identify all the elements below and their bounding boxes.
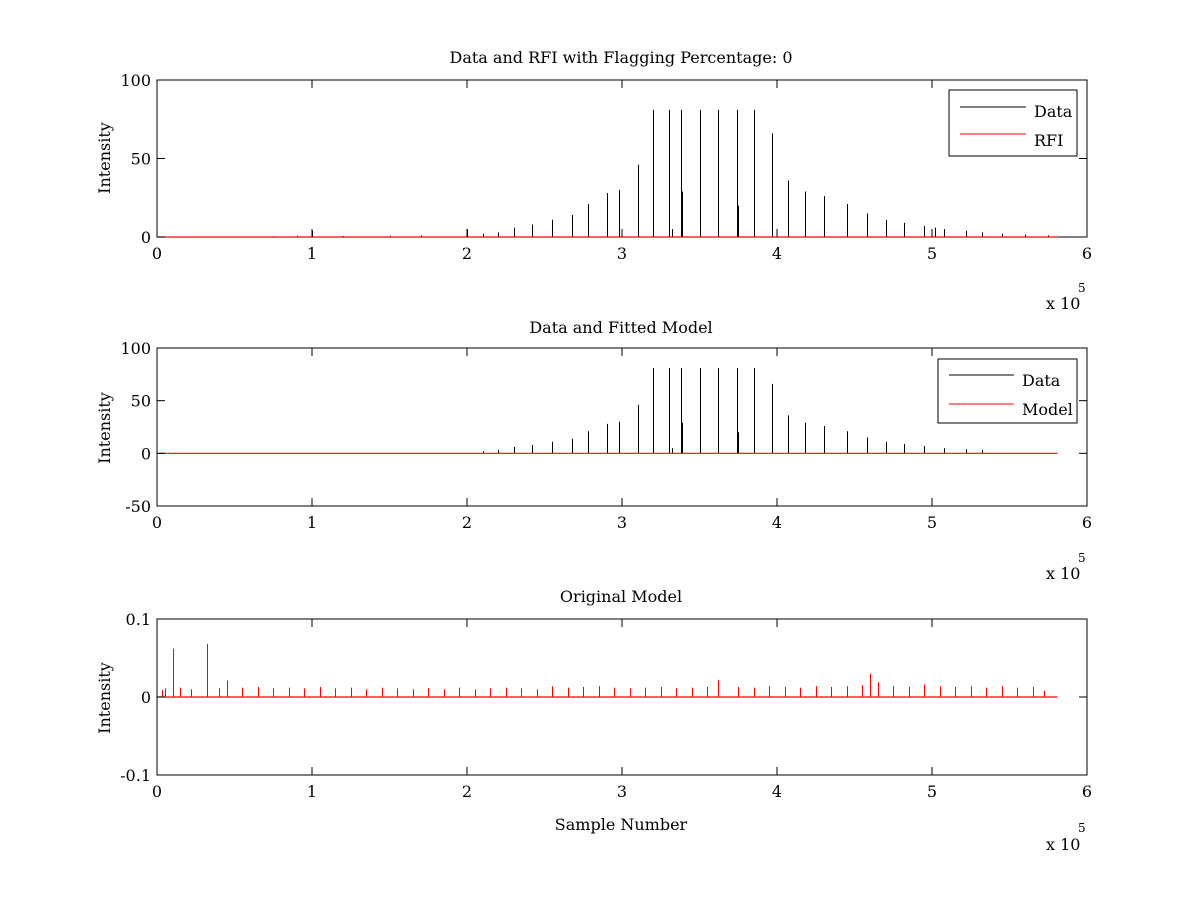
panel-2-title: Data and Fitted Model <box>529 318 712 337</box>
y-tick-label: 0 <box>141 688 151 707</box>
panel-1-legend-label-rfi: RFI <box>1034 131 1063 150</box>
x-tick-label: 3 <box>617 513 627 532</box>
y-tick-label: 0 <box>141 228 151 247</box>
x-tick-label: 0 <box>152 244 162 263</box>
panel-3: Original Model 0 1 2 3 4 5 6-0.100.1 Intensity… <box>95 587 1092 854</box>
x-tick-label: 6 <box>1082 244 1092 263</box>
x-tick-label: 2 <box>462 782 472 801</box>
x-tick-label: 5 <box>927 513 937 532</box>
panel-3-x-exponent: 5 <box>1078 821 1086 835</box>
panel-3-ticks: 0 1 2 3 4 5 6-0.100.1 <box>120 610 1092 801</box>
panel-2-x-multiplier: x 10 <box>1046 564 1080 583</box>
y-tick-label: 0 <box>141 444 151 463</box>
panel-2-x-exponent: 5 <box>1078 551 1086 565</box>
x-tick-label: 1 <box>307 782 317 801</box>
panel-3-marks <box>157 643 1058 698</box>
panel-2-legend-label-data: Data <box>1022 371 1061 390</box>
y-tick-label: 100 <box>120 71 151 90</box>
panel-2-legend-box <box>937 358 1078 424</box>
x-tick-label: 1 <box>307 244 317 263</box>
y-tick-label: 100 <box>120 339 151 358</box>
y-tick-label: -0.1 <box>120 766 151 785</box>
panel-1-marks <box>157 109 1058 238</box>
panel-1-ylabel: Intensity <box>95 122 114 194</box>
panel-1-legend: Data RFI <box>948 89 1078 157</box>
panel-1: Data and RFI with Flagging Percentage: 0… <box>95 48 1092 313</box>
x-tick-label: 0 <box>152 782 162 801</box>
x-tick-label: 4 <box>772 782 782 801</box>
x-tick-label: 2 <box>462 513 472 532</box>
panel-2-marks <box>157 368 1058 454</box>
x-tick-label: 6 <box>1082 782 1092 801</box>
y-tick-label: 50 <box>131 150 151 169</box>
panel-1-x-exponent: 5 <box>1078 281 1086 295</box>
x-tick-label: 3 <box>617 244 627 263</box>
panel-2-ylabel: Intensity <box>95 392 114 464</box>
y-tick-label: 0.1 <box>126 610 151 629</box>
panel-1-legend-box <box>948 89 1078 157</box>
panel-3-title: Original Model <box>560 587 682 606</box>
panel-1-title: Data and RFI with Flagging Percentage: 0 <box>449 48 792 67</box>
y-tick-label: 50 <box>131 392 151 411</box>
panel-2-legend: Data Model <box>937 358 1078 424</box>
panel-3-ylabel: Intensity <box>95 662 114 734</box>
x-tick-label: 6 <box>1082 513 1092 532</box>
x-tick-label: 4 <box>772 513 782 532</box>
panel-1-ticks: 0 1 2 3 4 5 6 0 50 100 <box>120 71 1092 263</box>
panel-3-xlabel: Sample Number <box>555 815 688 834</box>
panel-1-legend-label-data: Data <box>1034 102 1073 121</box>
x-tick-label: 2 <box>462 244 472 263</box>
panel-2-legend-label-model: Model <box>1022 400 1073 419</box>
x-tick-label: 4 <box>772 244 782 263</box>
panel-1-x-multiplier: x 10 <box>1046 294 1080 313</box>
panel-3-x-multiplier: x 10 <box>1046 835 1080 854</box>
x-tick-label: 5 <box>927 244 937 263</box>
x-tick-label: 5 <box>927 782 937 801</box>
y-tick-label: -50 <box>125 497 151 516</box>
x-tick-label: 3 <box>617 782 627 801</box>
x-tick-label: 0 <box>152 513 162 532</box>
x-tick-label: 1 <box>307 513 317 532</box>
